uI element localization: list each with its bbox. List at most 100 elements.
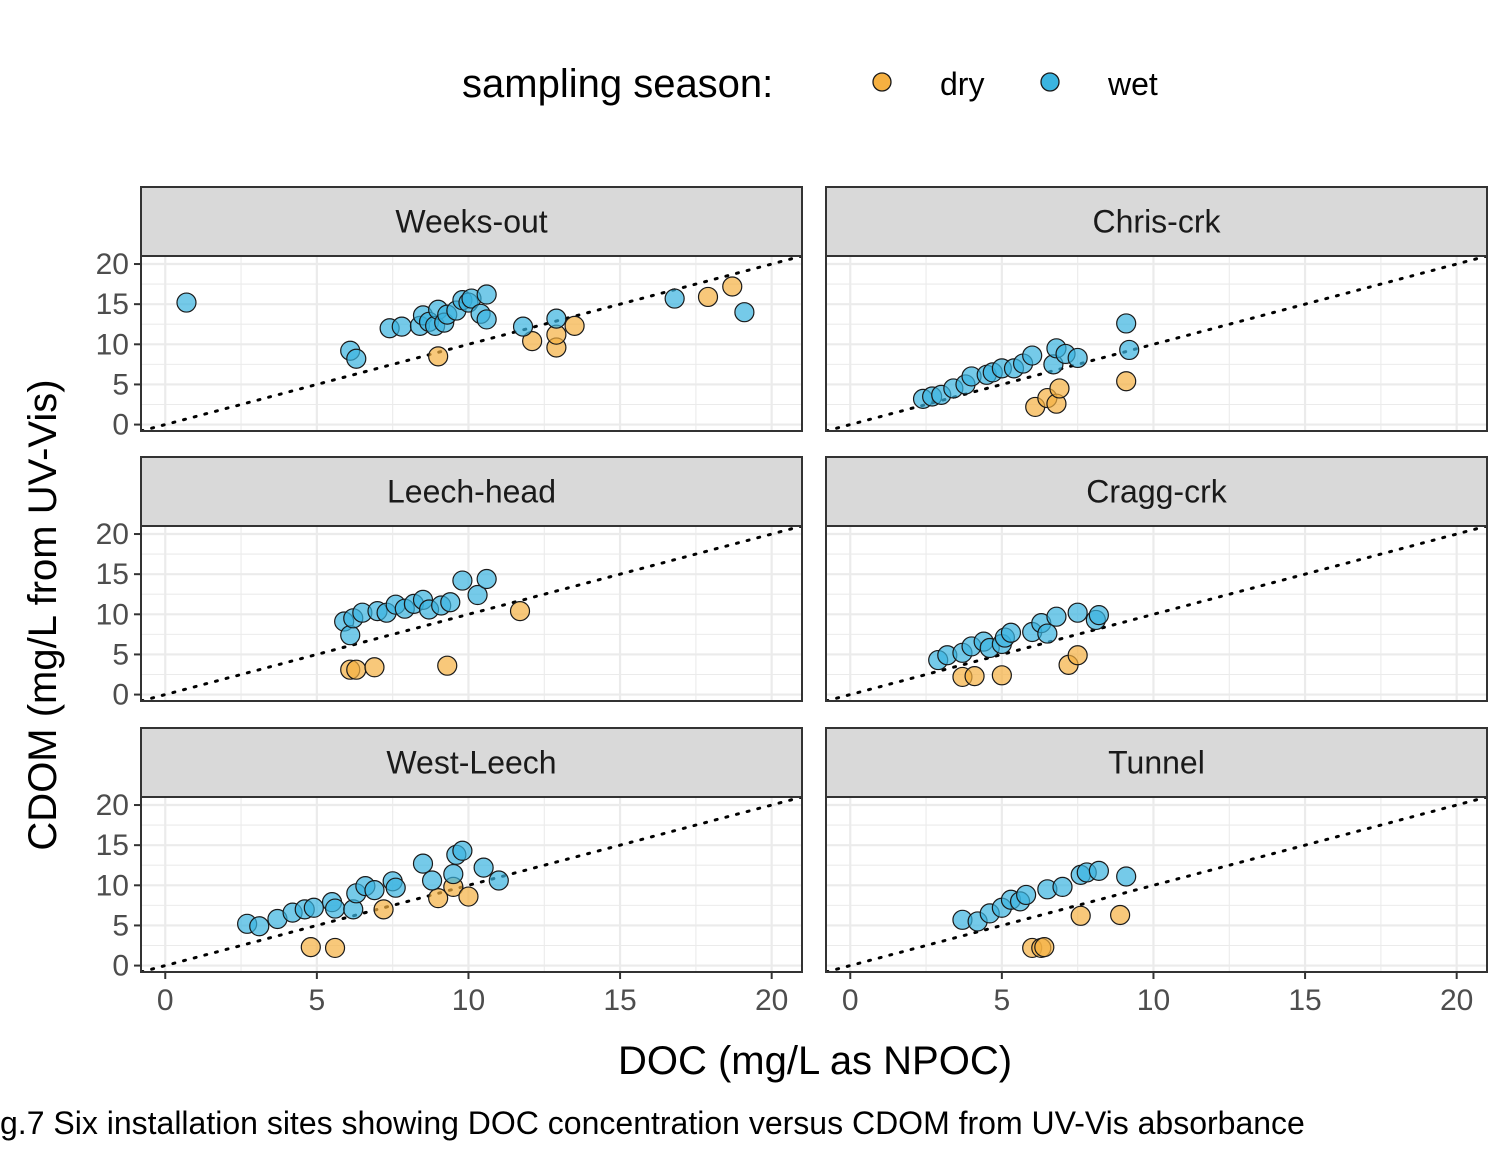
point-dry	[437, 655, 458, 676]
y-tick-label: 5	[112, 368, 129, 401]
point-dry	[324, 937, 346, 959]
facet-tunnel: Tunnel 0 5 10 15 20	[825, 727, 1488, 1017]
point-wet	[385, 877, 406, 898]
point-wet	[734, 302, 755, 323]
x-tick-label: 20	[1440, 984, 1473, 1017]
strip-background	[825, 456, 1488, 527]
point-wet	[176, 292, 197, 313]
facet-west-leech: West-Leech 0 5 10 15 20 0 5 10 15 20	[96, 727, 803, 1017]
strip-label: West-Leech	[386, 745, 556, 781]
point-dry	[509, 600, 531, 622]
point-dry	[458, 886, 479, 907]
point-wet	[473, 857, 494, 878]
figure-caption: g.7 Six installation sites showing DOC c…	[0, 1105, 1305, 1141]
legend-key-dry	[872, 72, 892, 92]
point-dry	[300, 937, 321, 958]
point-wet	[664, 288, 685, 309]
reference-line-1to1	[826, 797, 1487, 972]
point-dry	[428, 346, 449, 367]
reference-line-1to1	[826, 256, 1487, 431]
x-tick-label: 5	[994, 984, 1011, 1017]
point-wet	[364, 880, 385, 901]
reference-line-1to1	[141, 256, 802, 431]
reference-line-1to1	[141, 797, 802, 972]
x-tick-label: 5	[309, 984, 326, 1017]
y-tick-label: 10	[96, 869, 129, 902]
point-wet	[476, 284, 497, 305]
point-wet	[1119, 339, 1140, 361]
point-dry	[697, 286, 719, 308]
point-dry	[1049, 378, 1070, 399]
point-wet	[1067, 347, 1088, 369]
strip-label: Chris-crk	[1093, 204, 1222, 240]
y-tick-label: 0	[112, 409, 129, 442]
point-dry	[964, 666, 985, 687]
reference-line-1to1	[141, 526, 802, 701]
y-tick-label: 20	[96, 789, 129, 822]
data-points	[334, 568, 531, 680]
grid-lines	[141, 526, 802, 701]
point-dry	[991, 665, 1012, 686]
x-tick-label: 0	[842, 984, 859, 1017]
point-dry	[364, 657, 385, 678]
point-dry	[1067, 645, 1088, 666]
data-points	[237, 840, 509, 959]
legend: sampling season: dry wet	[462, 62, 1158, 106]
facet-leech-head: Leech-head 0 5 10 15 20	[96, 456, 803, 712]
point-wet	[452, 570, 473, 591]
y-tick-label: 20	[96, 248, 129, 281]
x-tick-label: 15	[1288, 984, 1321, 1017]
strip-background	[140, 456, 803, 527]
x-tick-label: 10	[452, 984, 485, 1017]
point-wet	[476, 309, 497, 330]
point-wet	[1116, 313, 1137, 334]
x-tick-label: 10	[1137, 984, 1170, 1017]
point-dry	[522, 330, 543, 352]
y-tick-label: 15	[96, 558, 129, 591]
data-points	[176, 276, 755, 369]
strip-label: Leech-head	[387, 474, 556, 510]
strip-background	[825, 186, 1488, 257]
x-tick-label: 15	[603, 984, 636, 1017]
legend-label-wet: wet	[1107, 66, 1158, 102]
data-points	[928, 602, 1109, 688]
data-points	[912, 313, 1140, 418]
point-wet	[1046, 606, 1067, 627]
facet-panels: Weeks-out 0 5 10 15 20 Chris-crk Leech-head 0 5 10…	[96, 186, 1488, 1017]
strip-background	[140, 727, 803, 798]
point-dry	[346, 659, 367, 680]
y-axis-title: CDOM (mg/L from UV-Vis)	[21, 379, 65, 850]
reference-line-1to1	[826, 526, 1487, 701]
strip-background	[825, 727, 1488, 798]
facet-cragg-crk: Cragg-crk	[825, 456, 1488, 702]
point-dry	[564, 315, 585, 336]
point-dry	[1110, 904, 1131, 926]
y-tick-label: 0	[112, 950, 129, 983]
y-tick-label: 0	[112, 679, 129, 712]
point-wet	[340, 625, 361, 646]
y-tick-label: 15	[96, 829, 129, 862]
legend-label-dry: dry	[940, 66, 984, 102]
point-wet	[546, 308, 567, 329]
y-tick-label: 5	[112, 909, 129, 942]
panel-border	[825, 796, 1488, 973]
legend-title: sampling season:	[462, 62, 773, 106]
point-wet	[1067, 602, 1088, 623]
y-tick-label: 5	[112, 638, 129, 671]
point-wet	[249, 916, 270, 937]
point-wet	[488, 870, 509, 891]
strip-background	[140, 186, 803, 257]
panel-border	[825, 525, 1488, 702]
point-dry	[373, 899, 394, 920]
point-wet	[421, 870, 443, 891]
y-tick-label: 10	[96, 598, 129, 631]
strip-label: Weeks-out	[395, 204, 547, 240]
point-dry	[722, 276, 743, 297]
point-wet	[346, 348, 367, 369]
point-wet	[452, 840, 473, 861]
point-wet	[512, 316, 534, 337]
point-wet	[1088, 860, 1109, 881]
x-axis-title: DOC (mg/L as NPOC)	[618, 1039, 1012, 1083]
point-wet	[1037, 623, 1058, 644]
